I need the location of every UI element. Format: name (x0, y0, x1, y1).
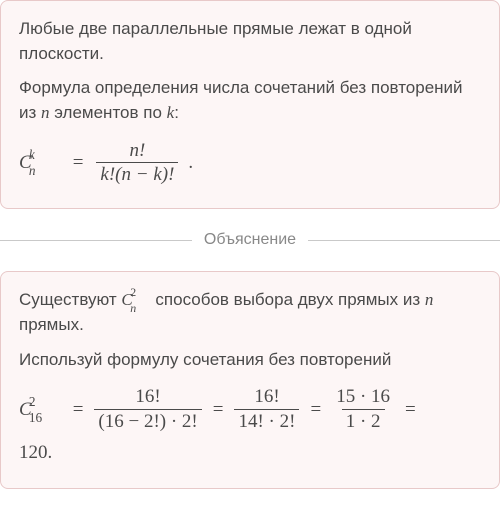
explanation-card: Существуют C 2 n способов выбора двух пр… (0, 271, 500, 489)
divider-line-left (0, 240, 192, 241)
divider-label: Объяснение (204, 231, 296, 249)
calc-fraction-3: 15 · 16 1 · 2 (332, 386, 394, 433)
calc-result: 120. (19, 439, 481, 467)
formula-lhs: C k n (19, 149, 32, 177)
combination-formula: C k n = n! k!(n − k)! . (19, 140, 481, 187)
divider-line-right (308, 240, 500, 241)
explain-text-2: Используй формулу сочетания без повторен… (19, 348, 481, 373)
explain-text-1: Существуют C 2 n способов выбора двух пр… (19, 288, 481, 337)
section-divider: Объяснение (0, 231, 500, 249)
theory-text-1: Любые две параллельные прямые лежат в од… (19, 17, 481, 66)
calculation-formula: C 2 16 = 16! (16 − 2!) · 2! = 16! 14! · … (19, 386, 481, 433)
calc-lhs: C 2 16 (19, 396, 32, 424)
calc-fraction-2: 16! 14! · 2! (234, 386, 299, 433)
formula-fraction: n! k!(n − k)! (96, 140, 178, 187)
inline-combination-symbol: C 2 n (121, 288, 132, 313)
theory-text-2: Формула определения числа сочетаний без … (19, 76, 481, 125)
theory-card: Любые две параллельные прямые лежат в од… (0, 0, 500, 209)
calc-fraction-1: 16! (16 − 2!) · 2! (94, 386, 201, 433)
